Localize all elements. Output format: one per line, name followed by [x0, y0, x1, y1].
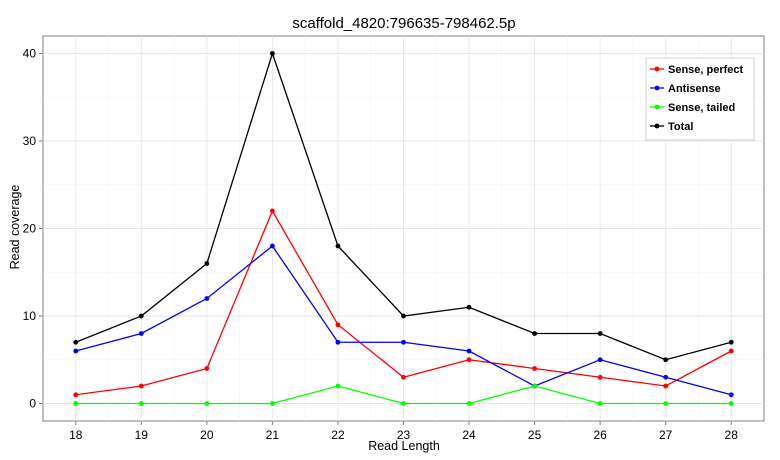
data-point-antisense — [138, 331, 144, 336]
data-point-antisense — [270, 243, 275, 249]
data-point-sense-tailed — [597, 401, 603, 406]
data-point-antisense — [597, 357, 603, 363]
y-tick-label: 30 — [23, 134, 37, 148]
y-axis-title: Read coverage — [8, 185, 22, 270]
x-tick-label: 25 — [528, 428, 542, 442]
data-point-antisense — [204, 296, 210, 301]
legend-key-point-antisense — [654, 85, 660, 91]
data-point-total — [597, 331, 603, 336]
x-tick-label: 18 — [69, 428, 83, 442]
data-point-sense-perfect — [73, 392, 79, 398]
data-point-sense-perfect — [401, 374, 406, 380]
data-point-sense-perfect — [335, 322, 341, 328]
data-point-sense-tailed — [401, 401, 406, 406]
data-point-total — [532, 331, 537, 336]
chart-title: scaffold_4820:796635-798462.5p — [292, 15, 515, 32]
x-tick-label: 23 — [397, 428, 411, 442]
data-point-total — [204, 261, 210, 266]
x-tick-label: 20 — [200, 428, 214, 442]
data-point-total — [270, 51, 275, 56]
legend: Sense, perfect Antisense Sense, tailed Tota… — [645, 57, 755, 141]
data-point-sense-tailed — [466, 401, 472, 406]
data-point-sense-perfect — [138, 383, 144, 389]
data-point-sense-perfect — [466, 357, 472, 363]
x-tick-label: 28 — [725, 428, 739, 442]
data-point-sense-tailed — [532, 383, 537, 389]
data-point-antisense — [401, 339, 406, 345]
data-point-total — [466, 304, 472, 310]
legend-label-total: Total — [668, 121, 693, 133]
data-point-sense-tailed — [204, 401, 210, 406]
x-tick-label: 24 — [462, 428, 476, 442]
data-point-total — [335, 243, 341, 249]
x-axis-title: Read Length — [368, 439, 440, 453]
legend-label-sense-perfect: Sense, perfect — [668, 64, 744, 76]
data-point-sense-tailed — [73, 401, 79, 406]
data-point-sense-perfect — [532, 366, 537, 371]
y-tick-label: 20 — [23, 222, 37, 236]
data-point-total — [73, 339, 79, 345]
legend-key-point-sense-perfect — [654, 66, 660, 72]
data-point-sense-tailed — [663, 401, 669, 406]
data-point-sense-tailed — [138, 401, 144, 406]
data-point-sense-perfect — [270, 208, 275, 214]
data-point-total — [663, 357, 669, 363]
data-point-antisense — [663, 374, 669, 380]
y-tick-label: 40 — [23, 47, 37, 61]
y-tick-label: 10 — [23, 309, 37, 323]
data-point-antisense — [466, 348, 472, 354]
data-point-total — [728, 339, 734, 345]
legend-key-point-sense-tailed — [654, 104, 660, 110]
data-point-sense-perfect — [597, 374, 603, 380]
plot-area: 0 10 20 30 40 18 19 20 21 22 23 24 25 26 27 28 — [23, 35, 765, 442]
y-tick-label: 0 — [29, 397, 36, 411]
data-point-sense-tailed — [335, 383, 341, 389]
legend-label-sense-tailed: Sense, tailed — [668, 102, 735, 114]
data-point-sense-perfect — [204, 366, 210, 371]
data-point-total — [401, 313, 406, 319]
legend-key-point-total — [654, 123, 660, 129]
data-point-antisense — [728, 392, 734, 398]
x-tick-label: 22 — [331, 428, 345, 442]
legend-label-antisense: Antisense — [668, 83, 721, 95]
data-point-antisense — [73, 348, 79, 354]
x-tick-label: 27 — [659, 428, 673, 442]
x-tick-label: 26 — [593, 428, 607, 442]
data-point-antisense — [335, 339, 341, 345]
data-point-sense-perfect — [663, 383, 669, 389]
data-point-total — [138, 313, 144, 319]
x-tick-label: 21 — [266, 428, 280, 442]
data-point-sense-perfect — [728, 348, 734, 354]
data-point-sense-tailed — [728, 401, 734, 406]
x-tick-label: 19 — [135, 428, 149, 442]
data-point-sense-tailed — [270, 401, 275, 406]
